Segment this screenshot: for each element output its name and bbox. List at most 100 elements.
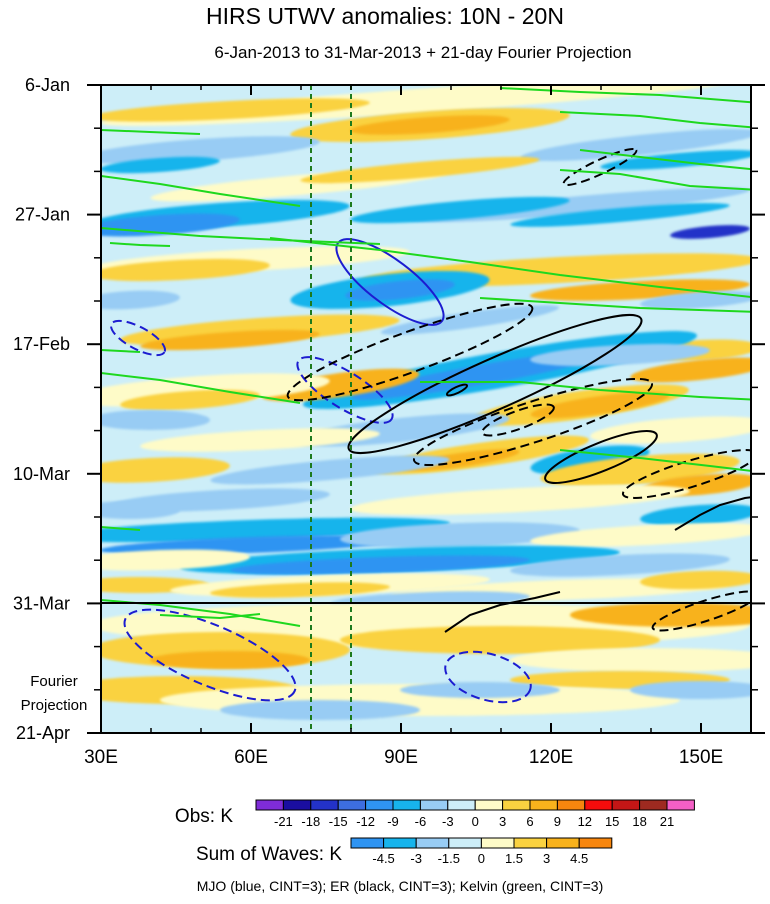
y-tick-label: 10-Mar xyxy=(13,464,70,484)
anomaly-patch xyxy=(380,305,560,335)
obs-colorbar-level-label: -12 xyxy=(356,814,375,829)
kelvin-contour xyxy=(101,526,141,531)
anomaly-patch xyxy=(101,156,220,174)
y-tick-label: 6-Jan xyxy=(25,75,70,95)
anomaly-patch xyxy=(101,258,270,282)
er-contour xyxy=(445,383,469,397)
obs-colorbar-box xyxy=(392,799,421,811)
kelvin-contour xyxy=(559,111,751,129)
obs-colorbar-level-label: -18 xyxy=(301,814,320,829)
kelvin-contour xyxy=(101,175,301,207)
y-tick-label: 31-Mar xyxy=(13,593,70,613)
x-tick-label: 90E xyxy=(384,747,418,768)
er-contour xyxy=(621,449,751,499)
obs-colorbar-level-label: 21 xyxy=(660,814,674,829)
wave-contours xyxy=(101,87,751,704)
anomaly-patch xyxy=(520,128,751,162)
anomaly-patch xyxy=(590,416,751,444)
obs-colorbar-level-label: -3 xyxy=(442,814,454,829)
er-contour xyxy=(562,147,638,187)
er-contour xyxy=(544,430,658,484)
anomaly-patch xyxy=(510,553,730,577)
obs-colorbar-box xyxy=(584,799,613,811)
anomaly-patch xyxy=(140,329,320,351)
waves-colorbar-level-label: 1.5 xyxy=(505,851,523,866)
chart-subtitle: 6-Jan-2013 to 31-Mar-2013 + 21-day Fouri… xyxy=(214,43,631,62)
y-tick-label: 21-Apr xyxy=(16,723,70,743)
kelvin-contour xyxy=(101,372,301,404)
projection-label-line2: Projection xyxy=(21,697,88,714)
kelvin-contour xyxy=(109,242,171,247)
anomaly-patch xyxy=(600,150,751,170)
anomaly-patch xyxy=(140,428,380,452)
obs-colorbar-box xyxy=(666,799,695,811)
y-tick-label: 17-Feb xyxy=(13,334,70,354)
kelvin-contour xyxy=(101,349,141,353)
er-contour xyxy=(651,590,751,632)
mjo-contour xyxy=(444,650,532,704)
waves-colorbar-box xyxy=(546,837,580,849)
anomaly-patch xyxy=(101,98,370,122)
anomaly-patch xyxy=(101,213,240,237)
anomaly-patch xyxy=(630,681,751,699)
obs-colorbar-label: Obs: K xyxy=(175,806,233,827)
kelvin-contour xyxy=(479,297,751,313)
obs-colorbar-level-label: -21 xyxy=(274,814,293,829)
anomaly-patch xyxy=(120,389,260,411)
anomaly-patch xyxy=(400,682,560,698)
obs-colorbar-box xyxy=(310,799,339,811)
anomaly-patch xyxy=(101,290,180,310)
obs-colorbar-level-label: 15 xyxy=(605,814,619,829)
plot-area xyxy=(101,85,751,733)
waves-colorbar-box xyxy=(415,837,450,849)
reference-lines xyxy=(310,85,352,733)
kelvin-contour xyxy=(269,237,751,299)
waves-colorbar-level-label: -3 xyxy=(410,851,422,866)
obs-colorbar-box xyxy=(337,799,367,811)
mjo-contour xyxy=(296,356,394,424)
anomaly-patch xyxy=(340,626,660,654)
kelvin-contour xyxy=(579,149,751,171)
obs-colorbar-box xyxy=(474,799,504,811)
anomaly-patch xyxy=(260,368,420,402)
kelvin-contour xyxy=(559,169,751,191)
waves-colorbar-level-label: 0 xyxy=(478,851,485,866)
anomaly-patch xyxy=(530,445,650,475)
er-contour xyxy=(444,591,561,633)
obs-colorbar-box xyxy=(419,799,449,811)
mjo-contour xyxy=(123,608,297,702)
anomaly-patch xyxy=(350,196,570,224)
obs-colorbar: -21 -18 -15 -12 -9 -6 -3 0 3 6 9 12 15 18 21 xyxy=(255,799,695,829)
x-tick-label: 150E xyxy=(679,747,723,768)
anomaly-patch xyxy=(150,651,310,669)
anomaly-patch xyxy=(530,391,670,419)
anomaly-patch xyxy=(530,523,751,547)
anomaly-patch xyxy=(300,156,540,184)
obs-colorbar-box xyxy=(639,799,668,811)
obs-colorbar-level-label: 18 xyxy=(632,814,646,829)
anomaly-patch xyxy=(350,485,690,515)
axes: 30E 60E 90E 120E 150E 6-Jan 27-Jan 17-Feb 10-Mar… xyxy=(13,75,765,768)
kelvin-contour xyxy=(420,381,751,401)
obs-colorbar-level-label: 0 xyxy=(472,814,479,829)
anomaly-patch xyxy=(530,279,750,301)
er-contour xyxy=(347,314,643,454)
obs-colorbar-level-label: -9 xyxy=(387,814,399,829)
plot-frame xyxy=(100,84,752,734)
obs-colorbar-box xyxy=(529,799,558,811)
anomaly-patch xyxy=(540,453,740,487)
anomaly-patch xyxy=(230,555,530,575)
obs-colorbar-box xyxy=(365,799,394,811)
x-tick-label: 60E xyxy=(234,747,268,768)
anomaly-patch xyxy=(530,343,710,367)
waves-colorbar-box xyxy=(480,837,515,849)
er-contour xyxy=(286,302,534,402)
anomaly-patch xyxy=(101,457,230,483)
waves-colorbar-level-label: -1.5 xyxy=(438,851,460,866)
x-tick-label: 30E xyxy=(84,747,118,768)
waves-colorbar-box xyxy=(350,837,385,849)
waves-colorbar: -4.5 -3 -1.5 0 1.5 3 4.5 xyxy=(350,837,613,866)
anomaly-patch xyxy=(350,115,510,135)
anomaly-field xyxy=(101,85,751,720)
